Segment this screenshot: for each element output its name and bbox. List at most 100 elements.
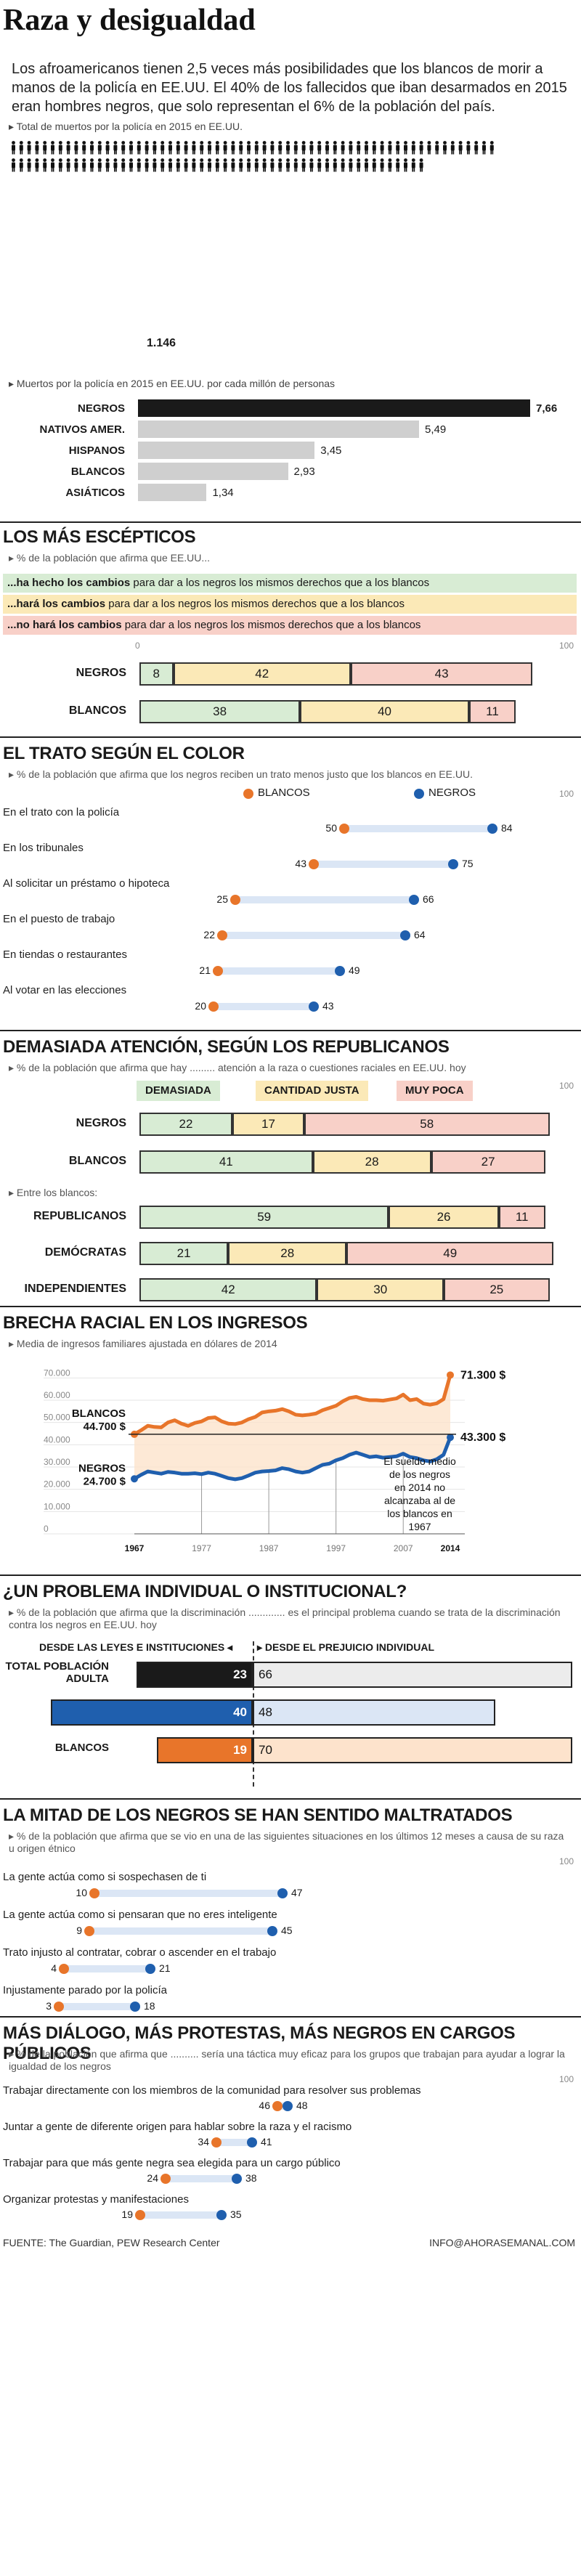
person-icon xyxy=(372,141,376,155)
blancos-dot xyxy=(161,2174,171,2184)
person-icon xyxy=(427,141,431,155)
person-icon xyxy=(153,141,157,155)
person-icon xyxy=(74,158,78,172)
person-icon xyxy=(129,158,133,172)
blancos-value: 34 xyxy=(198,2136,209,2148)
person-icon xyxy=(293,141,298,155)
person-icon xyxy=(223,158,227,172)
footer-credit: INFO@AHORASEMANAL.COM xyxy=(429,2237,575,2248)
row-label: BLANCOS xyxy=(68,1155,126,1167)
right-bar: 70 xyxy=(253,1737,572,1763)
person-icon xyxy=(208,158,211,172)
person-icon xyxy=(12,158,15,172)
x-tick-label: 2007 xyxy=(394,1543,413,1553)
people-icon-grid xyxy=(12,141,494,172)
negros-dot xyxy=(232,2174,242,2184)
row-label: INDEPENDIENTES xyxy=(24,1283,126,1295)
blancos-value: 10 xyxy=(76,1887,87,1898)
axis-max: 100 xyxy=(559,789,574,799)
institutional-row-label: BLANCOS xyxy=(54,1742,109,1754)
person-icon xyxy=(145,158,149,172)
person-icon xyxy=(247,141,251,155)
person-icon xyxy=(43,158,47,172)
right-bar: 66 xyxy=(253,1662,572,1688)
person-icon xyxy=(365,158,368,172)
y-tick-label: 0 xyxy=(44,1524,49,1534)
negros-dot xyxy=(216,2210,227,2220)
blancos-dot xyxy=(54,2002,64,2012)
blancos-dot xyxy=(135,2210,145,2220)
blancos-value: 20 xyxy=(195,1000,206,1012)
person-icon xyxy=(90,158,94,172)
person-icon xyxy=(168,141,172,155)
mistreated-subtitle: ▸ % de la población que afirma que se vi… xyxy=(9,1830,564,1854)
blancos-value: 3 xyxy=(46,2000,52,2012)
left-bar: 19 xyxy=(156,1737,253,1763)
blancos-dot xyxy=(309,859,319,869)
dot-row-label: La gente actúa como si sospechasen de ti xyxy=(3,1871,207,1883)
y-tick-label: 40.000 xyxy=(44,1434,70,1445)
divider xyxy=(0,736,581,738)
axis-max: 100 xyxy=(559,1856,574,1866)
negros-value: 49 xyxy=(349,964,360,976)
left-bar: 23 xyxy=(137,1662,253,1688)
negros-dot xyxy=(145,1964,155,1974)
person-icon xyxy=(121,141,126,155)
blancos-dot xyxy=(84,1926,94,1936)
blancos-value: 43 xyxy=(295,858,306,869)
deaths-total: 1.146 xyxy=(147,337,176,349)
person-icon xyxy=(74,141,78,155)
negros-dot xyxy=(409,895,419,905)
legend-text: para dar a los negros los mismos derecho… xyxy=(130,577,430,589)
dot-row-label: Al solicitar un préstamo o hipoteca xyxy=(3,877,170,890)
person-icon xyxy=(137,141,141,155)
blancos-start-label: BLANCOS xyxy=(72,1407,126,1420)
axis-max: 100 xyxy=(559,1081,574,1091)
person-icon xyxy=(443,141,447,155)
per-million-label: ASIÁTICOS xyxy=(65,487,125,499)
page-title: Raza y desigualdad xyxy=(3,4,256,37)
person-icon xyxy=(137,158,141,172)
institutional-chart: DESDE LAS LEYES E INSTITUCIONES ◂ ▸ DESDE… xyxy=(0,1641,581,1794)
person-icon xyxy=(301,158,306,172)
right-bar: 48 xyxy=(253,1699,495,1726)
person-icon xyxy=(27,141,31,155)
income-note: en 2014 no xyxy=(394,1482,445,1493)
stacked-segment: 21 xyxy=(139,1242,229,1265)
legend-negros-label: NEGROS xyxy=(428,787,476,799)
series-start-dot xyxy=(131,1475,138,1483)
stacked-segment: 42 xyxy=(139,1278,317,1301)
left-header: DESDE LAS LEYES E INSTITUCIONES ◂ xyxy=(39,1641,233,1653)
blancos-start-value: 44.700 $ xyxy=(84,1421,126,1433)
negros-value: 48 xyxy=(296,2100,308,2111)
blancos-value: 22 xyxy=(203,929,215,940)
y-tick-label: 20.000 xyxy=(44,1479,70,1490)
negros-end-value: 43.300 $ xyxy=(460,1431,505,1444)
negros-dot xyxy=(335,966,345,976)
axis-max: 100 xyxy=(559,2074,574,2084)
blancos-dot xyxy=(59,1964,69,1974)
person-icon xyxy=(333,141,337,155)
sceptics-axis-max: 100 xyxy=(559,641,574,651)
dot-row-label: En el puesto de trabajo xyxy=(3,913,115,925)
blancos-dot xyxy=(89,1888,99,1898)
person-icon xyxy=(239,141,243,155)
legend-blancos-label: BLANCOS xyxy=(258,787,310,799)
stacked-segment: 43 xyxy=(351,662,533,686)
sceptics-axis-min: 0 xyxy=(135,641,140,651)
stacked-segment: 30 xyxy=(317,1278,444,1301)
person-icon xyxy=(317,141,322,155)
sceptics-title: LOS MÁS ESCÉPTICOS xyxy=(3,527,196,547)
person-icon xyxy=(208,141,211,155)
range-bar xyxy=(89,1927,272,1935)
divider xyxy=(0,521,581,523)
per-million-value: 1,34 xyxy=(212,487,234,499)
range-bar xyxy=(166,2175,237,2182)
income-note: los blancos en xyxy=(387,1508,452,1519)
blancos-value: 19 xyxy=(121,2209,133,2220)
stacked-segment: 11 xyxy=(468,700,516,723)
range-bar xyxy=(344,825,492,832)
treatment-title: EL TRATO SEGÚN EL COLOR xyxy=(3,744,245,763)
person-icon xyxy=(58,141,62,155)
negros-value: 21 xyxy=(159,1962,171,1974)
